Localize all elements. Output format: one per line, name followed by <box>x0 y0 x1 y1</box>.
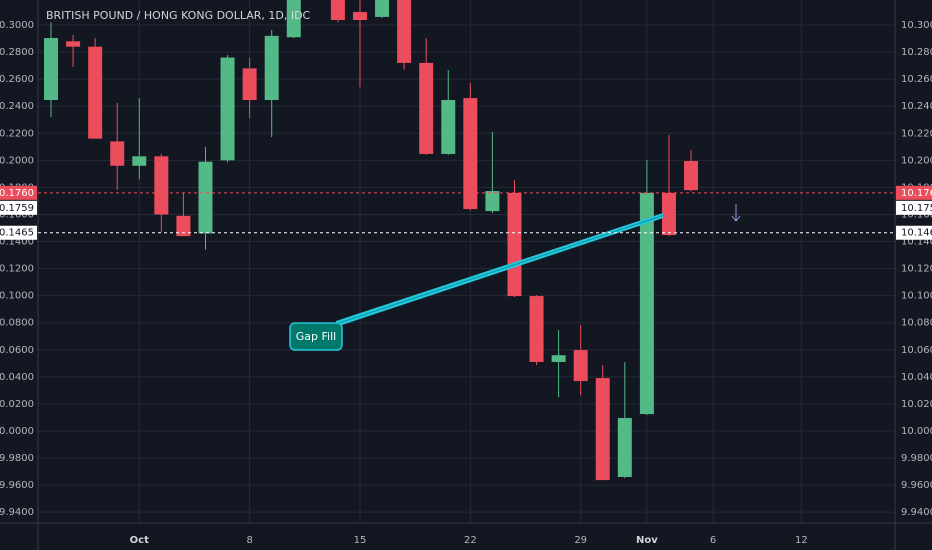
y-tick-label-left: 10.2000 <box>0 155 34 166</box>
y-tick-label: 10.2400 <box>901 101 932 112</box>
candle-body <box>397 0 412 63</box>
y-tick-label: 10.1400 <box>901 237 932 248</box>
y-tick-label: 9.9600 <box>901 480 932 491</box>
callout-box <box>289 322 343 351</box>
candle-body <box>551 355 566 362</box>
candle-body <box>264 35 279 100</box>
y-tick-label: 9.9400 <box>901 507 932 518</box>
price-label-left: 10.1760 <box>0 188 34 199</box>
y-tick-label: 9.9800 <box>901 453 932 464</box>
y-tick-label-left: 10.1400 <box>0 237 34 248</box>
y-tick-label-left: 10.0600 <box>0 345 34 356</box>
y-tick-label-left: 10.0200 <box>0 399 34 410</box>
candle-body <box>507 192 522 297</box>
candle-body <box>110 141 125 166</box>
candle-body <box>684 161 699 191</box>
price-label-box <box>896 225 932 240</box>
candle-body <box>198 161 213 234</box>
candle-body <box>463 98 478 210</box>
candle-body <box>529 296 544 362</box>
x-tick-label: Oct <box>130 535 149 546</box>
y-tick-label: 10.2800 <box>901 47 932 58</box>
y-tick-label-left: 10.2200 <box>0 128 34 139</box>
y-tick-label: 10.3000 <box>901 20 932 31</box>
y-tick-label-left: 10.0000 <box>0 426 34 437</box>
candle-body <box>66 41 81 47</box>
y-tick-label-left: 10.1200 <box>0 264 34 275</box>
price-label-left: 10.1465 <box>0 228 34 239</box>
price-label: 10.1760 <box>901 188 932 199</box>
candle-body <box>88 46 103 139</box>
x-tick-label: 12 <box>795 535 808 546</box>
candle-body <box>44 38 58 100</box>
y-tick-label: 10.0800 <box>901 318 932 329</box>
y-tick-label-left: 10.3000 <box>0 20 34 31</box>
candle-body <box>485 191 500 212</box>
y-tick-label: 10.0400 <box>901 372 932 383</box>
y-tick-label: 10.2600 <box>901 74 932 85</box>
price-label-box-left <box>0 200 37 215</box>
y-tick-label-left: 10.1600 <box>0 209 34 220</box>
y-tick-label: 10.2000 <box>901 155 932 166</box>
x-tick-label: 15 <box>354 535 367 546</box>
price-label-left: 10.1759 <box>0 203 34 214</box>
candles <box>44 0 699 481</box>
axes: 10.3000 10.3000 10.2800 10.2800 10.2600 10.26… <box>0 20 932 546</box>
price-label-box <box>896 185 932 200</box>
y-tick-label-left: 10.2600 <box>0 74 34 85</box>
candle-body <box>617 417 632 477</box>
y-tick-label: 10.2200 <box>901 128 932 139</box>
y-tick-label-left: 10.0800 <box>0 318 34 329</box>
x-tick-label: 29 <box>574 535 587 546</box>
y-tick-label: 10.0000 <box>901 426 932 437</box>
y-tick-label: 10.1600 <box>901 209 932 220</box>
candle-body <box>132 156 147 166</box>
x-tick-label: 6 <box>710 535 716 546</box>
y-tick-label-left: 10.1000 <box>0 291 34 302</box>
trend-line-edge <box>335 215 664 325</box>
candle-body <box>352 12 367 21</box>
candle-body <box>375 0 390 17</box>
y-tick-label-left: 10.0400 <box>0 372 34 383</box>
candle-body <box>441 99 456 154</box>
candle-body <box>176 215 191 237</box>
y-tick-label-left: 9.9400 <box>0 507 34 518</box>
x-tick-label: Nov <box>636 535 658 546</box>
y-tick-label: 10.1200 <box>901 264 932 275</box>
price-label-box-left <box>0 225 37 240</box>
candle-body <box>419 62 434 154</box>
candle-body <box>330 0 345 21</box>
candle-body <box>154 156 169 215</box>
overlay: Gap Fill <box>289 204 741 351</box>
price-label-box-left <box>0 185 37 200</box>
y-tick-label-left: 9.9800 <box>0 453 34 464</box>
price-label: 10.1465 <box>901 228 932 239</box>
candle-body <box>286 0 301 38</box>
candle-body <box>242 68 257 100</box>
y-tick-label: 10.0600 <box>901 345 932 356</box>
chart-title: BRITISH POUND / HONG KONG DOLLAR, 1D, ID… <box>46 9 311 22</box>
y-tick-label-left: 9.9600 <box>0 480 34 491</box>
price-label: 10.1759 <box>901 203 932 214</box>
y-tick-label-left: 10.2800 <box>0 47 34 58</box>
candle-body <box>595 378 610 481</box>
y-tick-label: 10.0200 <box>901 399 932 410</box>
candle-body <box>573 350 588 382</box>
callout-text: Gap Fill <box>296 330 336 343</box>
y-tick-label: 10.1000 <box>901 291 932 302</box>
candle-body <box>220 57 235 161</box>
candle-body <box>639 192 654 415</box>
y-tick-label-left: 10.2400 <box>0 101 34 112</box>
price-label-box <box>896 200 932 215</box>
x-tick-label: 22 <box>464 535 477 546</box>
arrow-icon <box>731 204 741 222</box>
x-tick-label: 8 <box>246 535 252 546</box>
candle-body <box>661 192 676 236</box>
